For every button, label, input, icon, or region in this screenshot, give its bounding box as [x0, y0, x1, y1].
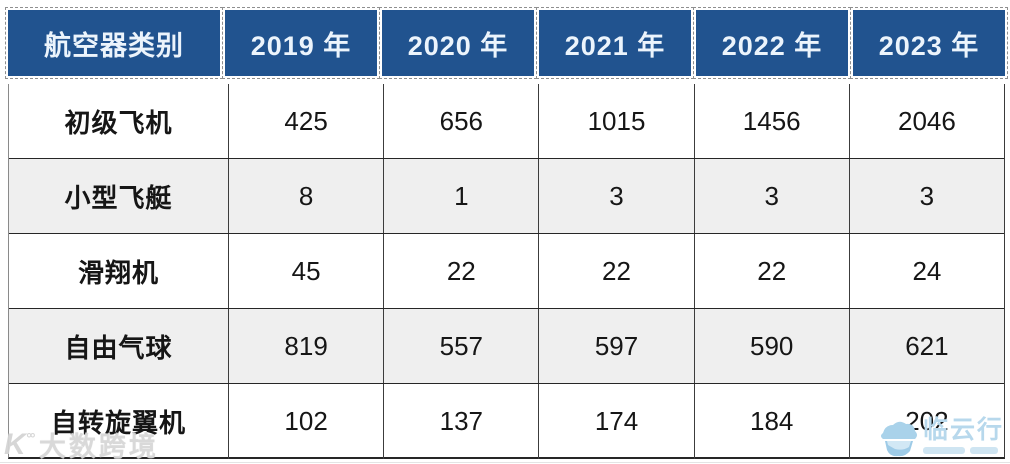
cell-value: 2046 — [848, 84, 1004, 158]
table-row-free-balloon: 自由气球 819 557 597 590 621 — [9, 309, 1004, 384]
cell-value: 656 — [383, 84, 538, 158]
row-label: 小型飞艇 — [64, 182, 173, 213]
table-body: 初级飞机 425 656 1015 1456 2046 小型飞艇 8 1 3 3… — [8, 84, 1005, 459]
header-cell-2020: 2020 年 — [379, 7, 537, 79]
header-cell-2023: 2023 年 — [850, 7, 1008, 79]
cell-value: 819 — [228, 309, 383, 383]
cell-value: 174 — [538, 384, 693, 459]
cell-value: 3 — [538, 159, 693, 233]
cell-value: 45 — [228, 234, 383, 308]
table-row-primary-aircraft: 初级飞机 425 656 1015 1456 2046 — [9, 84, 1004, 159]
header-cell-category: 航空器类别 — [5, 7, 223, 79]
table-row-small-airship: 小型飞艇 8 1 3 3 3 — [9, 159, 1004, 234]
cell-value: 1456 — [693, 84, 849, 158]
cell-value: 137 — [383, 384, 538, 459]
header-cell-2021: 2021 年 — [536, 7, 694, 79]
cell-value: 1 — [383, 159, 538, 233]
cell-value: 8 — [228, 159, 383, 233]
cell-value: 22 — [693, 234, 849, 308]
header-cell-2022: 2022 年 — [693, 7, 851, 79]
cell-value: 202 — [848, 384, 1004, 459]
cell-value: 22 — [383, 234, 538, 308]
cell-value: 3 — [693, 159, 849, 233]
row-label: 初级飞机 — [64, 107, 173, 138]
row-label: 自转旋翼机 — [50, 408, 186, 438]
cell-value: 184 — [693, 384, 849, 459]
cell-value: 597 — [538, 309, 693, 383]
cell-value: 22 — [538, 234, 693, 308]
cell-value: 590 — [693, 309, 849, 383]
table-row-glider: 滑翔机 45 22 22 22 24 — [9, 234, 1004, 309]
table-row-autogyro: 自转旋翼机 102 137 174 184 202 — [9, 384, 1004, 459]
cell-value: 621 — [848, 309, 1004, 383]
cell-value: 1015 — [538, 84, 693, 158]
table-header-row: 航空器类别 2019 年 2020 年 2021 年 2022 年 2023 年 — [5, 7, 1008, 79]
row-label: 滑翔机 — [77, 257, 159, 288]
header-cell-2019: 2019 年 — [222, 7, 380, 79]
cell-value: 3 — [848, 159, 1004, 233]
cell-value: 557 — [383, 309, 538, 383]
card-bottom-edge — [0, 462, 1010, 463]
row-label: 自由气球 — [64, 332, 173, 363]
cell-value: 24 — [848, 234, 1004, 308]
cell-value: 102 — [228, 384, 383, 459]
cell-value: 425 — [228, 84, 383, 158]
